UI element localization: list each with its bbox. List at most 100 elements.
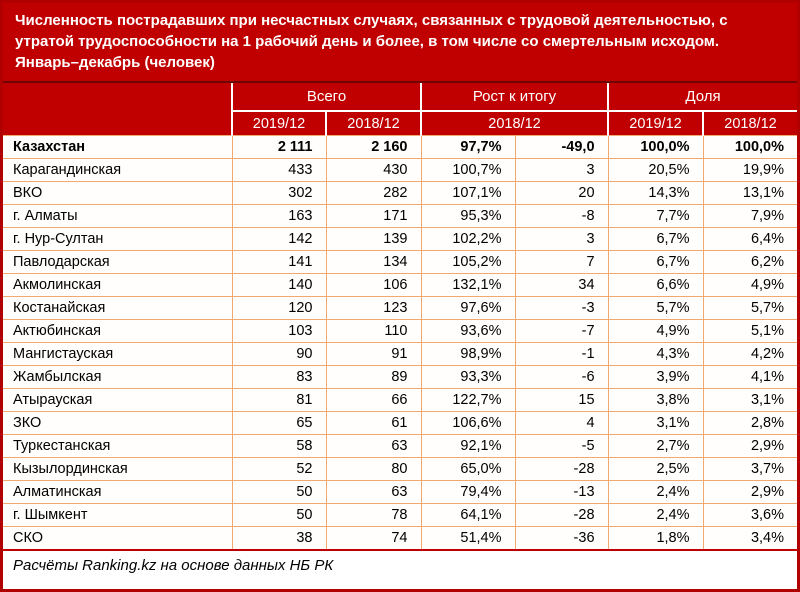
share-2019-value: 20,5%: [607, 158, 704, 182]
total-2019-value: 140: [231, 273, 327, 297]
table-row: г. Шымкент 50 78 64,1% -28 2,4% 3,6%: [3, 503, 797, 527]
share-2018-value: 13,1%: [702, 181, 797, 205]
table-row: Актюбинская 103 110 93,6% -7 4,9% 5,1%: [3, 319, 797, 343]
growth-pct-value: 79,4%: [420, 480, 516, 504]
total-2018-value: 89: [325, 365, 422, 389]
table-row: г. Нур-Султан 142 139 102,2% 3 6,7% 6,4%: [3, 227, 797, 251]
share-2019-value: 2,4%: [607, 503, 704, 527]
region-name: Акмолинская: [3, 273, 233, 297]
share-2019-value: 4,9%: [607, 319, 704, 343]
region-name: Жамбылская: [3, 365, 233, 389]
region-name: Атырауская: [3, 388, 233, 412]
share-2019-value: 2,4%: [607, 480, 704, 504]
total-2018-value: 282: [325, 181, 422, 205]
share-2019-value: 7,7%: [607, 204, 704, 228]
region-name: Карагандинская: [3, 158, 233, 182]
growth-abs-value: 3: [514, 227, 609, 251]
region-name: г. Алматы: [3, 204, 233, 228]
region-name: г. Нур-Султан: [3, 227, 233, 251]
table-row: Алматинская 50 63 79,4% -13 2,4% 2,9%: [3, 480, 797, 504]
total-2018-value: 139: [325, 227, 422, 251]
table-row: Карагандинская 433 430 100,7% 3 20,5% 19…: [3, 158, 797, 182]
growth-pct-value: 106,6%: [420, 411, 516, 435]
growth-pct-value: 64,1%: [420, 503, 516, 527]
growth-abs-value: -49,0: [514, 135, 609, 159]
total-2019-value: 120: [231, 296, 327, 320]
total-2019-value: 2 111: [231, 135, 327, 159]
region-name: Актюбинская: [3, 319, 233, 343]
stats-table: Всего Рост к итогу Доля 2019/12 2018/12 …: [3, 83, 797, 580]
share-2018-value: 6,4%: [702, 227, 797, 251]
table-row: Мангистауская 90 91 98,9% -1 4,3% 4,2%: [3, 342, 797, 366]
region-name: Костанайская: [3, 296, 233, 320]
table-header: Всего Рост к итогу Доля 2019/12 2018/12 …: [3, 83, 797, 136]
table-row: СКО 38 74 51,4% -36 1,8% 3,4%: [3, 526, 797, 551]
growth-pct-value: 122,7%: [420, 388, 516, 412]
growth-abs-value: -1: [514, 342, 609, 366]
total-2018-value: 106: [325, 273, 422, 297]
region-name: Кызылординская: [3, 457, 233, 481]
total-2018-value: 80: [325, 457, 422, 481]
growth-abs-value: -8: [514, 204, 609, 228]
growth-pct-value: 100,7%: [420, 158, 516, 182]
total-2019-value: 38: [231, 526, 327, 551]
growth-pct-value: 98,9%: [420, 342, 516, 366]
growth-2018-header: 2018/12: [419, 111, 610, 136]
share-2018-value: 2,9%: [702, 480, 797, 504]
region-name: СКО: [3, 526, 233, 551]
corner-cell: [3, 83, 233, 136]
region-name: Туркестанская: [3, 434, 233, 458]
share-2018-value: 3,6%: [702, 503, 797, 527]
growth-pct-value: 95,3%: [420, 204, 516, 228]
total-2018-value: 61: [325, 411, 422, 435]
table-row: г. Алматы 163 171 95,3% -8 7,7% 7,9%: [3, 204, 797, 228]
table-row: Туркестанская 58 63 92,1% -5 2,7% 2,9%: [3, 434, 797, 458]
growth-abs-value: 15: [514, 388, 609, 412]
total-2018-value: 66: [325, 388, 422, 412]
source-note: Расчёты Ranking.kz на основе данных НБ Р…: [3, 549, 797, 580]
growth-abs-value: -13: [514, 480, 609, 504]
share-2019-header: 2019/12: [607, 111, 705, 136]
total-2019-value: 50: [231, 503, 327, 527]
total-2019-value: 83: [231, 365, 327, 389]
growth-pct-value: 132,1%: [420, 273, 516, 297]
growth-abs-value: -5: [514, 434, 609, 458]
total-2019-value: 302: [231, 181, 327, 205]
total-2018-value: 123: [325, 296, 422, 320]
growth-pct-value: 107,1%: [420, 181, 516, 205]
total-2019-value: 103: [231, 319, 327, 343]
share-2018-value: 5,1%: [702, 319, 797, 343]
total-2018-value: 430: [325, 158, 422, 182]
growth-abs-value: 3: [514, 158, 609, 182]
region-name: г. Шымкент: [3, 503, 233, 527]
total-2019-value: 141: [231, 250, 327, 274]
share-2019-value: 1,8%: [607, 526, 704, 551]
total-2019-value: 81: [231, 388, 327, 412]
table-row: Жамбылская 83 89 93,3% -6 3,9% 4,1%: [3, 365, 797, 389]
total-2018-value: 134: [325, 250, 422, 274]
total-2019-value: 65: [231, 411, 327, 435]
total-2019-value: 58: [231, 434, 327, 458]
share-2018-value: 2,9%: [702, 434, 797, 458]
growth-pct-value: 105,2%: [420, 250, 516, 274]
group-growth: Рост к итогу: [419, 83, 610, 112]
table-row: Костанайская 120 123 97,6% -3 5,7% 5,7%: [3, 296, 797, 320]
share-2018-value: 6,2%: [702, 250, 797, 274]
region-name: ВКО: [3, 181, 233, 205]
total-2019-value: 50: [231, 480, 327, 504]
total-2018-value: 63: [325, 434, 422, 458]
total-2019-value: 90: [231, 342, 327, 366]
group-total: Всего: [231, 83, 422, 112]
growth-pct-value: 93,6%: [420, 319, 516, 343]
region-name: Алматинская: [3, 480, 233, 504]
report-title: Численность пострадавших при несчастных …: [3, 3, 797, 83]
table-row: Кызылординская 52 80 65,0% -28 2,5% 3,7%: [3, 457, 797, 481]
total-2019-header: 2019/12: [231, 111, 327, 136]
growth-pct-value: 92,1%: [420, 434, 516, 458]
table-row: Павлодарская 141 134 105,2% 7 6,7% 6,2%: [3, 250, 797, 274]
table-row: Акмолинская 140 106 132,1% 34 6,6% 4,9%: [3, 273, 797, 297]
total-2018-value: 63: [325, 480, 422, 504]
group-share: Доля: [607, 83, 797, 112]
growth-abs-value: -36: [514, 526, 609, 551]
header-year-row: 2019/12 2018/12 2018/12 2019/12 2018/12: [3, 111, 797, 136]
